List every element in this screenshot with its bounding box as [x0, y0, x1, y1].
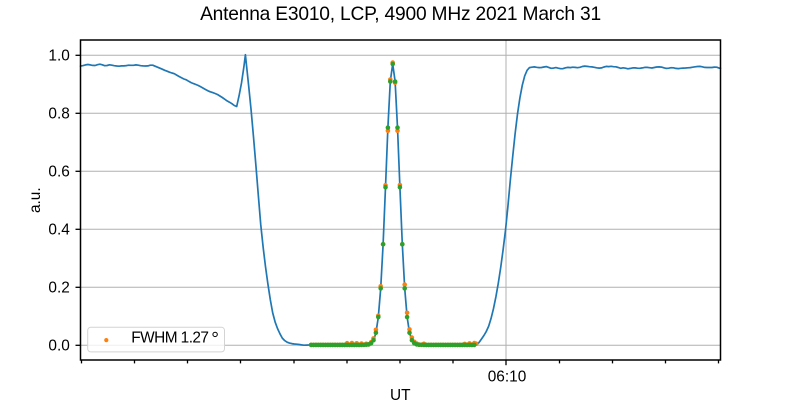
- svg-text:FWHM 1.27: FWHM 1.27: [131, 330, 208, 347]
- svg-text:Antenna E3010, LCP, 4900 MHz 2: Antenna E3010, LCP, 4900 MHz 2021 March …: [200, 4, 601, 25]
- svg-text:0.4: 0.4: [48, 222, 70, 239]
- svg-text:06:10: 06:10: [488, 368, 527, 385]
- svg-text:1.0: 1.0: [48, 48, 69, 65]
- svg-text:UT: UT: [390, 387, 411, 400]
- svg-text:0.2: 0.2: [48, 280, 69, 297]
- svg-text:a.u.: a.u.: [27, 187, 44, 213]
- svg-text:0.8: 0.8: [48, 106, 69, 123]
- svg-text:0.6: 0.6: [48, 164, 69, 181]
- svg-text:0.0: 0.0: [48, 338, 69, 355]
